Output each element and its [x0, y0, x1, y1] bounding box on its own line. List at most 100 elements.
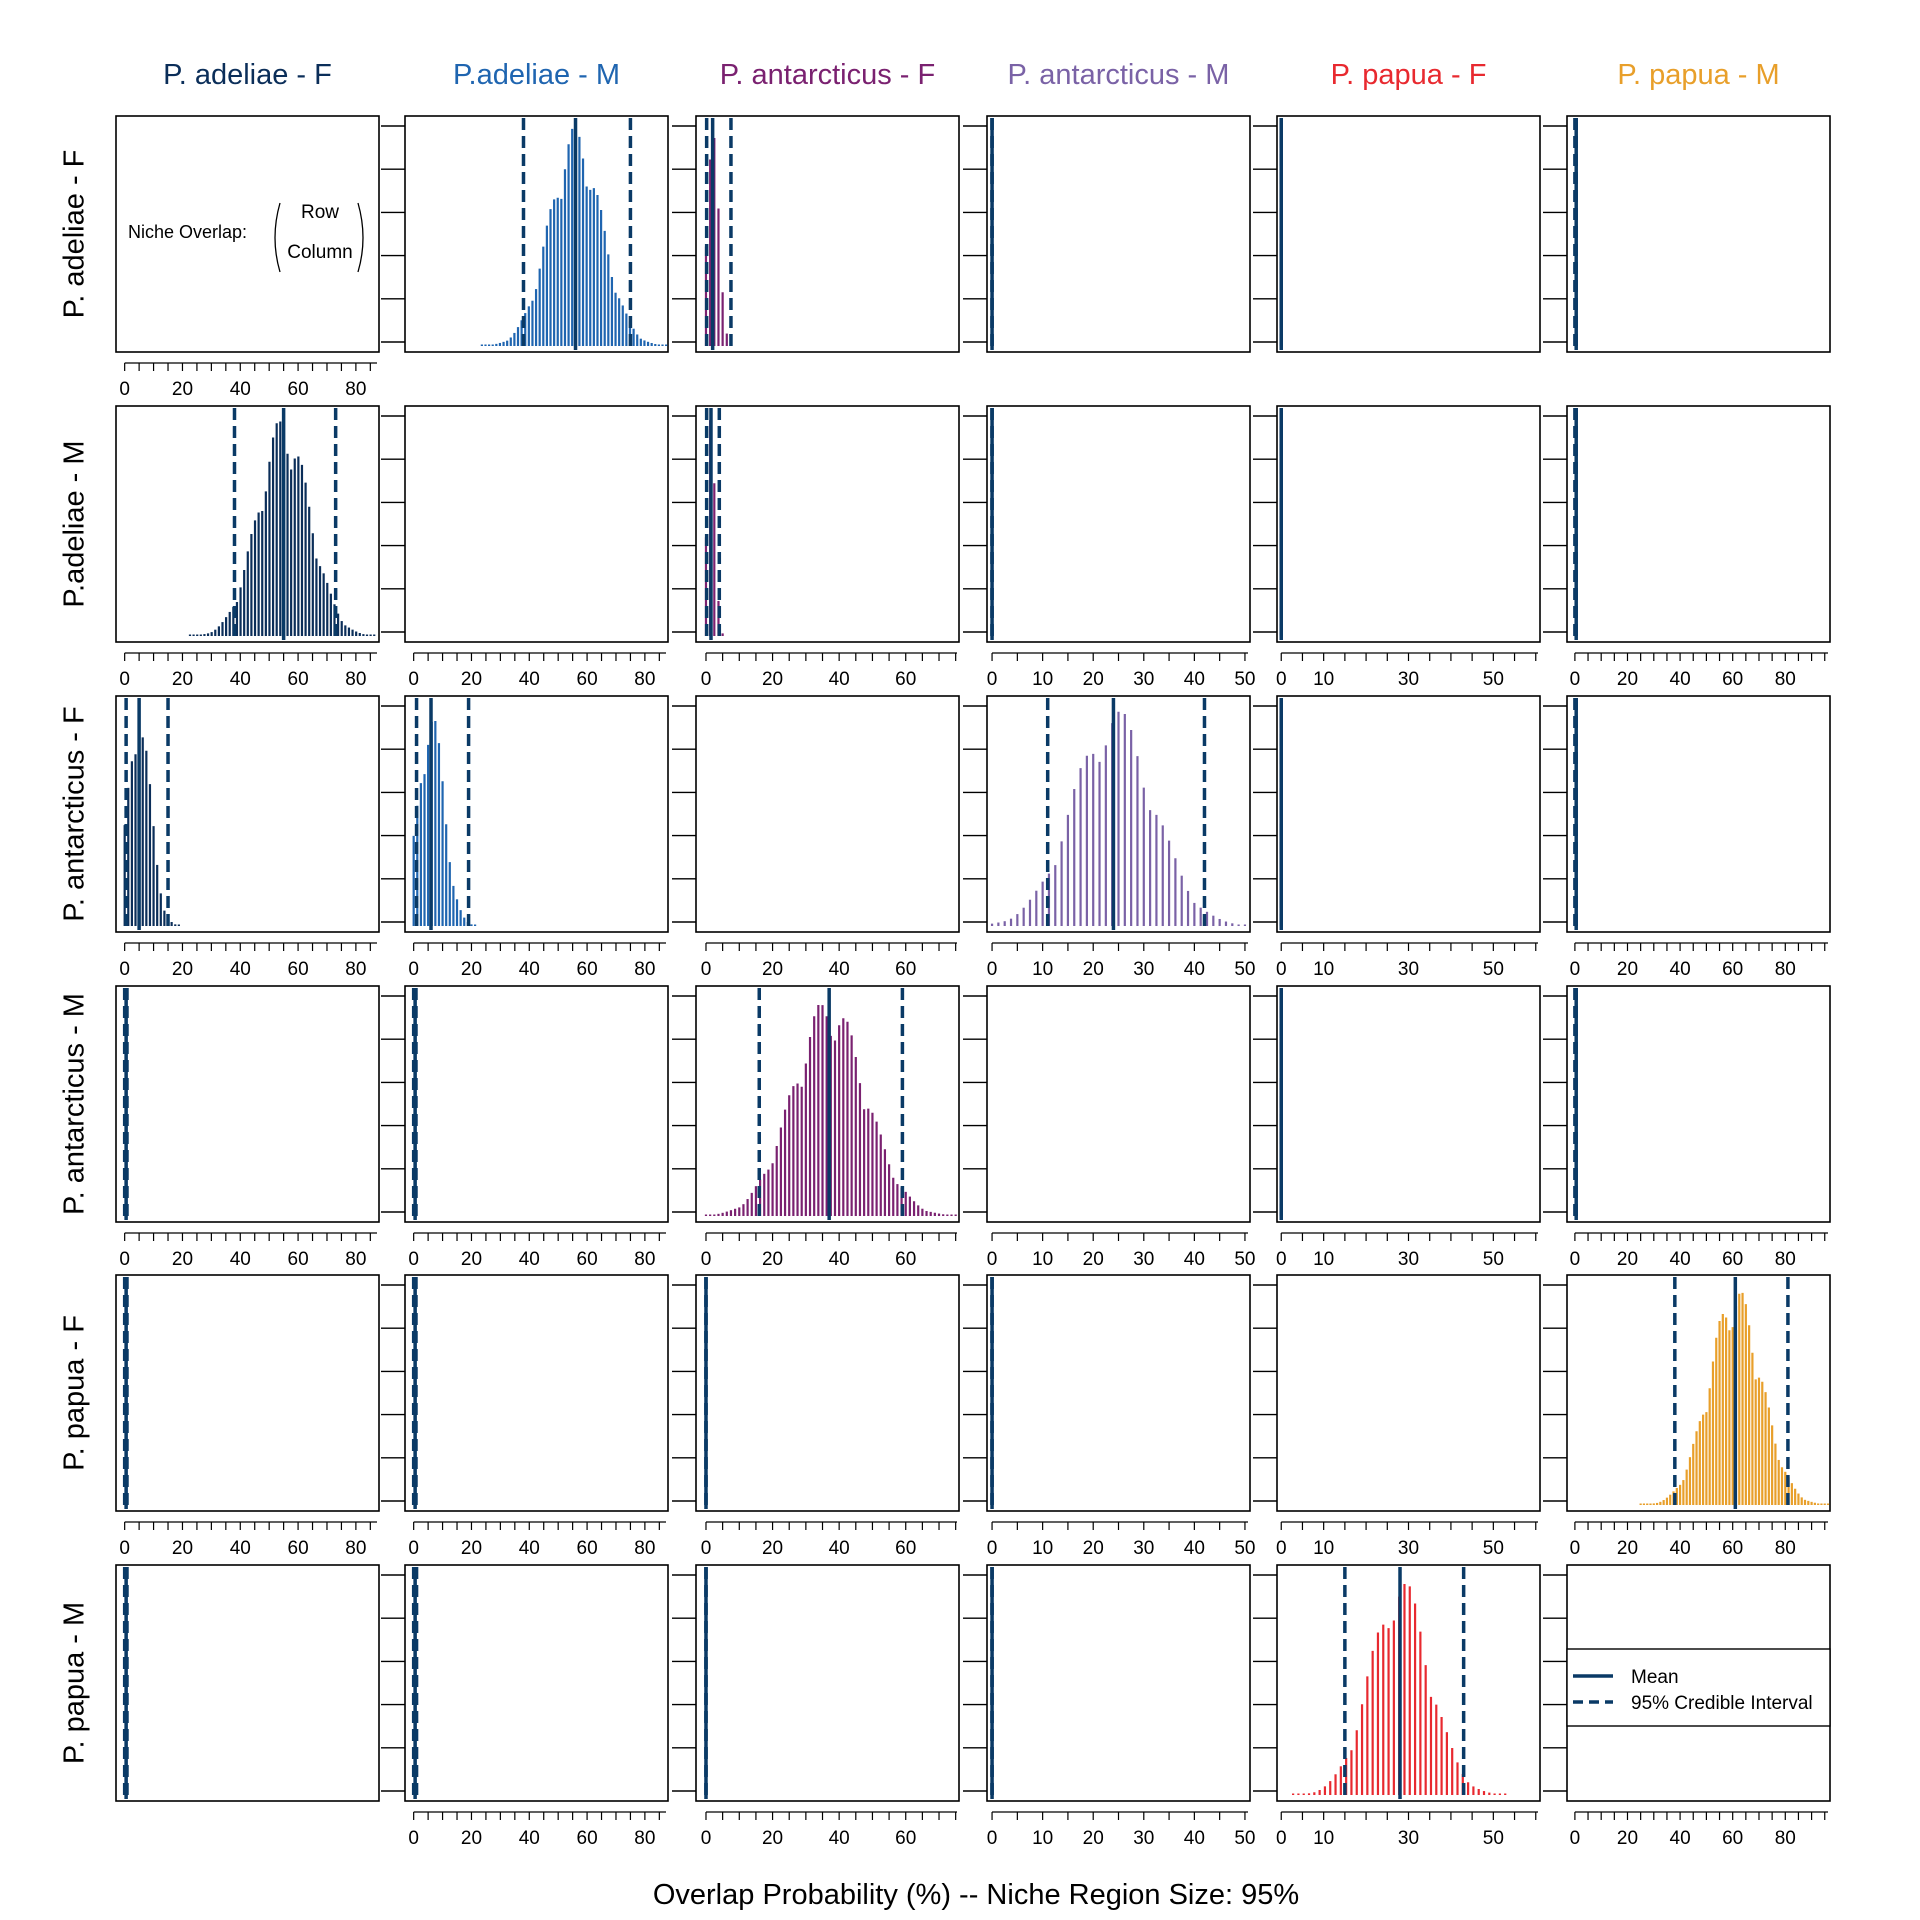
x-tick-label: 40 [1670, 1249, 1691, 1270]
x-tick-label: 60 [288, 1249, 309, 1270]
panel-frame-r2-c2 [695, 695, 960, 933]
panel-frame-r0-c4 [1276, 115, 1541, 353]
x-tick-label: 60 [577, 959, 598, 980]
x-tick-label: 30 [1398, 1538, 1419, 1559]
x-tick-label: 20 [461, 959, 482, 980]
x-tick-label: 20 [172, 379, 193, 400]
panel-frame-r1-c5 [1566, 405, 1831, 643]
x-tick-label: 20 [1617, 669, 1638, 690]
panel-frame-r1-c3 [986, 405, 1251, 643]
x-tick-label: 80 [634, 1828, 655, 1849]
panel-frame-r4-c0 [115, 1274, 380, 1512]
x-tick-label: 80 [345, 1538, 366, 1559]
column-header-0: P. adeliae - F [163, 59, 332, 91]
x-tick-label: 0 [408, 1828, 419, 1849]
panel-frame-r5-c0 [115, 1564, 380, 1802]
column-annotation: Column [287, 242, 352, 263]
x-tick-label: 80 [1775, 1538, 1796, 1559]
x-tick-label: 50 [1234, 1828, 1255, 1849]
x-tick-label: 20 [1083, 669, 1104, 690]
x-tick-label: 60 [895, 669, 916, 690]
x-tick-label: 0 [1570, 1249, 1581, 1270]
panel-frame-r2-c0 [115, 695, 380, 933]
x-tick-label: 20 [1083, 959, 1104, 980]
x-tick-label: 20 [172, 1249, 193, 1270]
x-tick-label: 60 [895, 1538, 916, 1559]
x-tick-label: 0 [1570, 959, 1581, 980]
x-tick-label: 40 [1184, 669, 1205, 690]
x-tick-label: 60 [1722, 1249, 1743, 1270]
row-label-5: P. papua - M [59, 1602, 91, 1764]
x-tick-label: 0 [1276, 959, 1287, 980]
x-tick-label: 80 [345, 669, 366, 690]
x-tick-label: 10 [1313, 959, 1334, 980]
x-tick-label: 0 [987, 1828, 998, 1849]
x-tick-label: 20 [1617, 1249, 1638, 1270]
x-tick-label: 0 [408, 959, 419, 980]
x-tick-label: 80 [1775, 1249, 1796, 1270]
x-tick-label: 50 [1483, 959, 1504, 980]
panel-frame-r4-c5 [1566, 1274, 1831, 1512]
x-tick-label: 50 [1234, 1249, 1255, 1270]
panel-frame-r2-c3 [986, 695, 1251, 933]
x-tick-label: 10 [1032, 959, 1053, 980]
x-tick-label: 0 [1570, 1828, 1581, 1849]
x-tick-label: 20 [762, 1538, 783, 1559]
x-tick-label: 40 [230, 959, 251, 980]
x-tick-label: 60 [577, 669, 598, 690]
panel-frame-r2-c4 [1276, 695, 1541, 933]
x-tick-label: 30 [1133, 1249, 1154, 1270]
x-tick-label: 50 [1234, 959, 1255, 980]
x-tick-label: 20 [461, 1538, 482, 1559]
x-tick-label: 0 [1570, 669, 1581, 690]
x-tick-label: 40 [1184, 1538, 1205, 1559]
x-tick-label: 0 [987, 959, 998, 980]
x-tick-label: 60 [895, 959, 916, 980]
x-tick-label: 10 [1032, 1249, 1053, 1270]
row-label-3: P. antarcticus - M [59, 993, 91, 1215]
x-tick-label: 0 [119, 1538, 130, 1559]
panel-frame-r1-c2 [695, 405, 960, 643]
x-tick-label: 40 [519, 1249, 540, 1270]
row-label-4: P. papua - F [59, 1315, 91, 1471]
x-tick-label: 20 [762, 1249, 783, 1270]
x-tick-label: 40 [829, 1828, 850, 1849]
x-tick-label: 0 [1276, 1828, 1287, 1849]
legend-ci-label: 95% Credible Interval [1631, 1693, 1813, 1714]
x-tick-label: 40 [829, 1538, 850, 1559]
x-tick-label: 80 [345, 959, 366, 980]
column-header-3: P. antarcticus - M [1008, 59, 1230, 91]
x-tick-label: 20 [461, 669, 482, 690]
x-tick-label: 40 [829, 959, 850, 980]
panel-frame-r0-c1 [404, 115, 669, 353]
panel-frame-r5-c2 [695, 1564, 960, 1802]
x-tick-label: 50 [1234, 669, 1255, 690]
x-tick-label: 50 [1483, 1538, 1504, 1559]
left-paren [274, 202, 281, 273]
x-tick-label: 60 [288, 669, 309, 690]
x-tick-label: 60 [288, 1538, 309, 1559]
x-tick-label: 60 [1722, 669, 1743, 690]
x-tick-label: 60 [577, 1828, 598, 1849]
x-tick-label: 0 [408, 669, 419, 690]
x-tick-label: 80 [345, 379, 366, 400]
panel-frame-r1-c1 [404, 405, 669, 643]
x-tick-label: 30 [1398, 959, 1419, 980]
x-tick-label: 0 [408, 1538, 419, 1559]
panel-frame-r4-c4 [1276, 1274, 1541, 1512]
x-tick-label: 40 [1184, 1249, 1205, 1270]
x-tick-label: 40 [230, 669, 251, 690]
niche-overlap-label: Niche Overlap: [128, 222, 247, 242]
x-tick-label: 0 [119, 379, 130, 400]
panel-frame-r3-c3 [986, 985, 1251, 1223]
row-label-1: P.adeliae - M [59, 440, 91, 607]
right-paren [357, 202, 364, 273]
x-tick-label: 0 [1276, 1538, 1287, 1559]
panel-frame-r2-c1 [404, 695, 669, 933]
x-tick-label: 20 [172, 959, 193, 980]
x-tick-label: 60 [895, 1828, 916, 1849]
panel-frame-r0-c2 [695, 115, 960, 353]
x-tick-label: 30 [1133, 1538, 1154, 1559]
x-tick-label: 20 [762, 1828, 783, 1849]
